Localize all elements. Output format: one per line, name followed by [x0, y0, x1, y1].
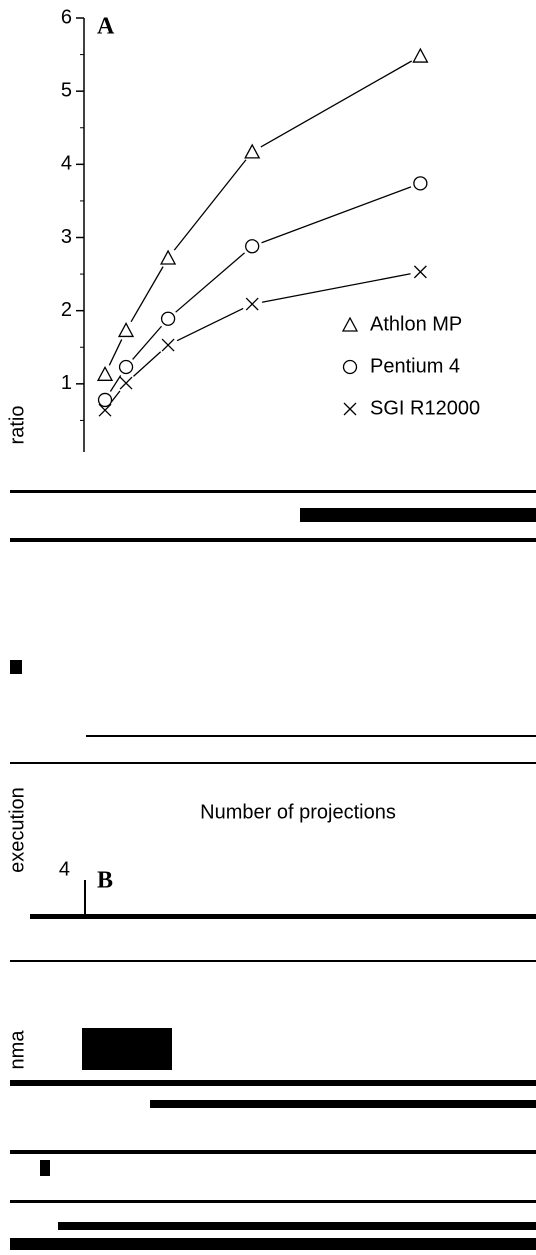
panel-label: A	[97, 14, 115, 40]
annotation: execution	[6, 787, 28, 873]
y-tick-label: 2	[61, 299, 72, 321]
line-segment	[176, 307, 244, 342]
line-segment	[261, 186, 412, 244]
line-segment	[175, 252, 246, 313]
data-point	[117, 322, 135, 338]
x-axis-label: Number of projections	[200, 801, 396, 823]
data-point	[244, 143, 261, 159]
legend-marker	[341, 316, 359, 332]
line-segment	[132, 325, 163, 360]
legend-label: SGI R12000	[370, 397, 480, 419]
line-segment	[261, 273, 411, 303]
legend-label: Athlon MP	[370, 313, 462, 335]
y-tick-label: 1	[61, 372, 72, 394]
data-point	[98, 403, 112, 417]
data-point	[245, 297, 259, 311]
line-segment	[133, 351, 162, 377]
data-point	[413, 176, 428, 191]
data-point	[118, 359, 134, 375]
data-point	[245, 239, 260, 254]
data-point	[412, 47, 429, 63]
annotation: nma	[6, 1030, 28, 1070]
data-point	[413, 265, 427, 279]
y-tick-label: 6	[61, 6, 72, 28]
line-segment	[109, 375, 122, 392]
y-axis-label: ratio	[6, 406, 28, 445]
y-tick-label: 3	[61, 226, 72, 248]
legend-label: Pentium 4	[370, 355, 460, 377]
data-point	[96, 365, 114, 381]
plot-area: 1 2 3 4 5 6 Athlon MP Pentium 4 SGI R12000	[61, 6, 480, 452]
line-segment	[130, 266, 164, 323]
panel-label: B	[97, 868, 113, 894]
line-segment	[260, 60, 413, 148]
data-point	[160, 249, 177, 265]
legend-marker	[343, 402, 357, 416]
y-tick-label: 4	[61, 153, 72, 175]
data-point	[160, 311, 176, 326]
tick-label: 4	[59, 858, 70, 880]
data-point	[97, 392, 113, 408]
data-point	[161, 338, 175, 352]
line-segment	[173, 159, 247, 251]
data-point	[119, 376, 133, 390]
line-segment	[108, 339, 123, 366]
line-segment	[110, 390, 121, 403]
legend-marker	[342, 359, 358, 375]
y-tick-label: 5	[61, 79, 72, 101]
corrupted-area	[10, 490, 536, 1250]
